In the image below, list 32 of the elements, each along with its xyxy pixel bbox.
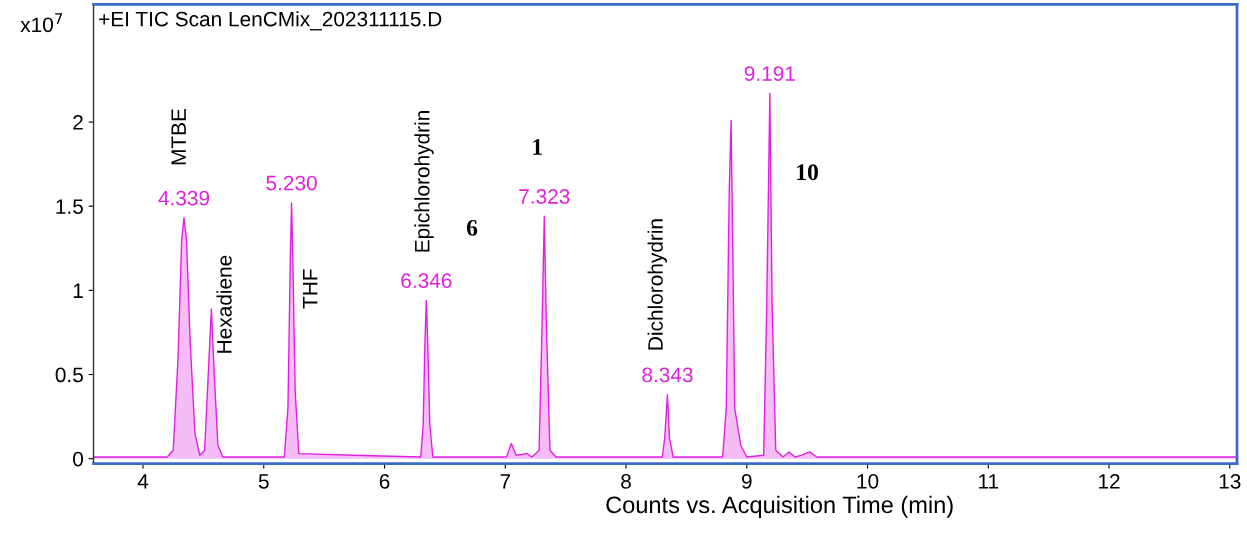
chart-title: +EI TIC Scan LenCMix_202311115.D xyxy=(99,11,442,31)
annotation: Dichlorohydrin xyxy=(647,219,667,350)
annotation: Epichlorohydrin xyxy=(414,111,434,252)
x-tick-label: 10 xyxy=(857,473,879,489)
y-axis-title: x10$^{7}$ xyxy=(20,13,63,33)
annotation: 1 xyxy=(533,139,542,155)
x-tick-label: 11 xyxy=(979,474,999,489)
annotation: 4.339 xyxy=(158,190,210,206)
annotation: MTBE xyxy=(171,109,186,165)
annotation: 8.343 xyxy=(642,367,693,383)
y-tick-label: 1.5 xyxy=(56,199,83,214)
x-tick-label: 4 xyxy=(137,474,149,489)
x-tick-label: 9 xyxy=(741,473,752,489)
annotation: Hexadiene xyxy=(216,255,232,353)
annotation: 10 xyxy=(797,164,818,181)
x-tick-label: 7 xyxy=(500,474,511,489)
x-tick-label: 13 xyxy=(1219,473,1241,489)
y-tick-label: 1 xyxy=(73,283,83,298)
annotation: 7.323 xyxy=(519,189,570,204)
annotation: 5.230 xyxy=(266,175,317,191)
x-tick-label: 6 xyxy=(379,473,390,489)
annotation: 6.346 xyxy=(401,273,452,289)
annotation: 9.191 xyxy=(744,66,795,82)
annotation: 6 xyxy=(466,219,478,236)
x-tick-label: 5 xyxy=(258,474,269,489)
y-tick-label: 2 xyxy=(73,115,83,130)
y-tick-label: 0 xyxy=(73,451,83,467)
x-axis-title: Counts vs. Acquisition Time (min) xyxy=(606,495,953,518)
x-tick-label: 8 xyxy=(621,473,631,489)
y-tick-label: 0.5 xyxy=(55,367,83,383)
x-tick-label: 12 xyxy=(1099,473,1120,489)
annotation: THF xyxy=(302,269,318,309)
